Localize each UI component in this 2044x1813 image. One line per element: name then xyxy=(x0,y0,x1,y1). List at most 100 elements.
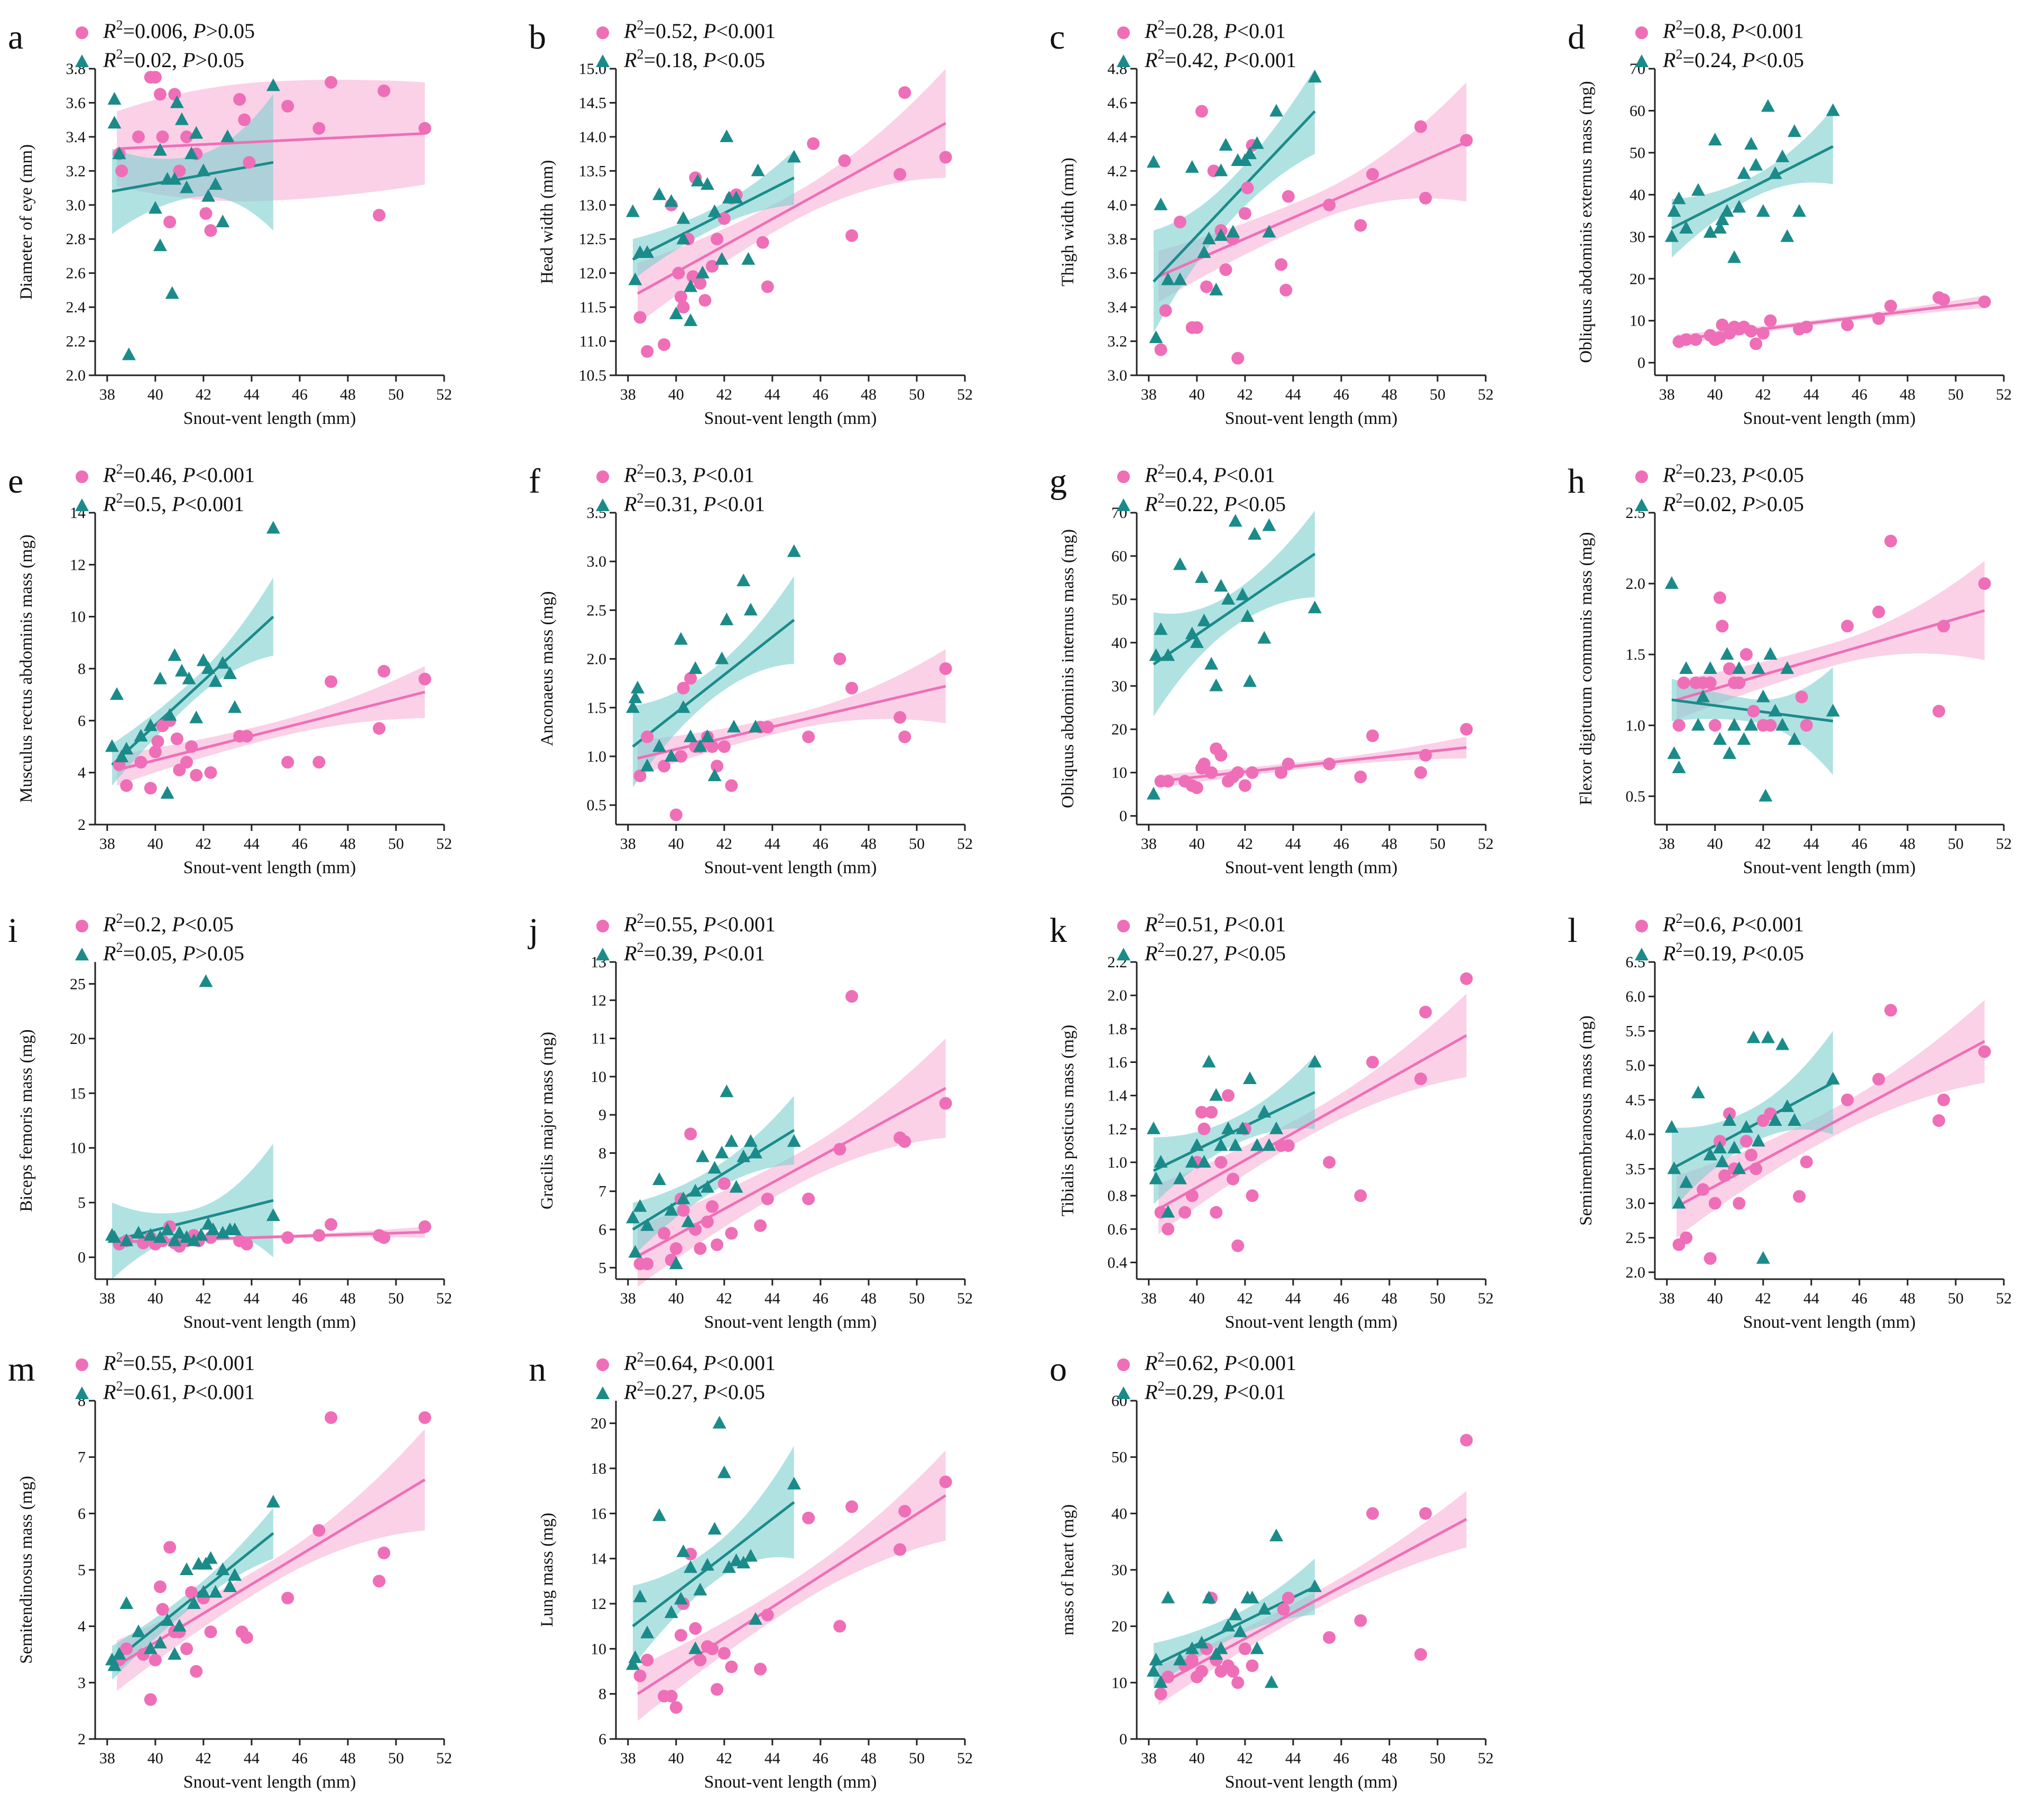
x-axis-label: Snout-vent length (mm) xyxy=(183,409,356,428)
point-teal xyxy=(1242,1071,1257,1085)
point-pink xyxy=(684,1127,697,1141)
point-teal xyxy=(228,1222,242,1235)
legend-marker-pink xyxy=(1635,470,1648,483)
point-teal xyxy=(749,719,762,733)
point-teal xyxy=(1228,514,1242,527)
y-tick-label: 20 xyxy=(1111,1618,1127,1635)
point-pink xyxy=(754,1662,767,1676)
point-teal xyxy=(633,1589,647,1603)
point-pink xyxy=(1739,648,1753,661)
point-teal xyxy=(684,279,698,292)
legend-label: R2=0.64, P<0.001 xyxy=(623,1349,776,1375)
point-teal xyxy=(1202,1054,1216,1068)
point-teal xyxy=(143,1641,158,1654)
point-pink xyxy=(1756,327,1770,340)
point-teal xyxy=(1262,225,1276,238)
point-teal xyxy=(208,1585,223,1598)
point-pink xyxy=(633,311,647,324)
fit-line-pink xyxy=(637,122,946,295)
point-pink xyxy=(378,84,391,97)
point-teal xyxy=(1214,1641,1228,1654)
y-tick-label: 0.4 xyxy=(1108,1254,1128,1271)
point-pink xyxy=(669,1701,683,1714)
fit-line-pink xyxy=(116,690,426,772)
point-teal xyxy=(1788,732,1801,745)
point-teal xyxy=(1194,570,1209,583)
point-pink xyxy=(761,1608,774,1622)
point-teal xyxy=(729,1180,743,1193)
point-pink xyxy=(1460,723,1473,736)
legend-label: R2=0.27, P<0.05 xyxy=(1144,940,1286,965)
y-tick-label: 2.0 xyxy=(1626,1264,1646,1281)
x-tick-label: 46 xyxy=(292,835,308,853)
point-pink xyxy=(1718,1169,1731,1182)
point-teal xyxy=(1691,183,1705,196)
point-teal xyxy=(1780,661,1794,674)
y-axis-label: mass of heart (mg) xyxy=(1058,1504,1078,1635)
x-tick-label: 42 xyxy=(1755,835,1771,853)
panel-letter: e xyxy=(8,462,23,501)
point-teal xyxy=(1250,136,1264,149)
y-tick-label: 40 xyxy=(1111,1505,1127,1522)
panel-letter: a xyxy=(8,18,23,57)
point-teal xyxy=(1197,1154,1211,1168)
panel-letter: c xyxy=(1049,18,1065,57)
x-tick-label: 46 xyxy=(292,386,308,403)
panel-n: 6 8 10 12 14 16 18 20 38 40 42 44 46 48 50 52 Snout-vent… xyxy=(529,1349,973,1792)
point-pink xyxy=(717,1646,731,1660)
point-teal xyxy=(170,95,184,108)
legend-label: R2=0.4, P<0.01 xyxy=(1144,461,1275,487)
point-teal xyxy=(1149,648,1163,661)
y-tick-label: 3.0 xyxy=(1108,367,1128,384)
point-teal xyxy=(228,1568,242,1581)
panel-b: 10.511.011.512.012.513.013.514.014.515.0… xyxy=(529,17,973,428)
point-teal xyxy=(1154,197,1168,210)
point-pink xyxy=(894,1543,907,1556)
x-tick-label: 48 xyxy=(340,1290,356,1307)
x-tick-label: 52 xyxy=(1478,386,1494,403)
x-tick-label: 48 xyxy=(1382,386,1397,403)
point-pink xyxy=(1739,1135,1753,1148)
point-pink xyxy=(898,1135,911,1148)
legend-label: R2=0.24, P<0.05 xyxy=(1662,47,1804,72)
point-teal xyxy=(625,1657,640,1670)
point-teal xyxy=(1194,1635,1209,1649)
x-tick-label: 38 xyxy=(1659,386,1675,403)
point-pink xyxy=(717,212,731,225)
point-teal xyxy=(712,1416,726,1429)
point-pink xyxy=(418,122,431,135)
point-pink xyxy=(1195,1665,1208,1678)
point-teal xyxy=(119,1596,134,1609)
point-pink xyxy=(204,766,217,779)
y-tick-label: 60 xyxy=(1111,548,1127,565)
point-pink xyxy=(156,130,169,143)
x-tick-label: 38 xyxy=(1141,1750,1157,1767)
y-tick-label: 2.4 xyxy=(66,299,86,316)
y-tick-label: 5 xyxy=(599,1259,606,1276)
point-teal xyxy=(630,680,644,693)
point-teal xyxy=(1712,220,1727,234)
point-pink xyxy=(1884,534,1898,548)
point-teal xyxy=(165,286,179,299)
point-pink xyxy=(373,209,386,222)
point-teal xyxy=(1264,1675,1278,1688)
y-tick-label: 20 xyxy=(1111,721,1127,738)
legend-marker-pink xyxy=(596,26,609,39)
point-teal xyxy=(1209,678,1223,691)
point-pink xyxy=(325,1411,338,1424)
point-teal xyxy=(168,648,182,661)
point-pink xyxy=(1414,766,1428,779)
y-tick-label: 5 xyxy=(78,1194,86,1211)
fit-line-pink xyxy=(637,1494,946,1695)
point-teal xyxy=(1732,661,1746,674)
x-tick-label: 42 xyxy=(1237,386,1253,403)
point-teal xyxy=(720,1084,734,1097)
x-tick-label: 38 xyxy=(620,1290,636,1307)
y-tick-label: 10 xyxy=(591,1068,606,1086)
point-pink xyxy=(1366,1507,1379,1520)
point-teal xyxy=(720,129,734,142)
point-pink xyxy=(1227,1665,1240,1678)
point-teal xyxy=(1715,1154,1729,1168)
point-teal xyxy=(134,728,148,742)
point-pink xyxy=(1978,1045,1991,1058)
